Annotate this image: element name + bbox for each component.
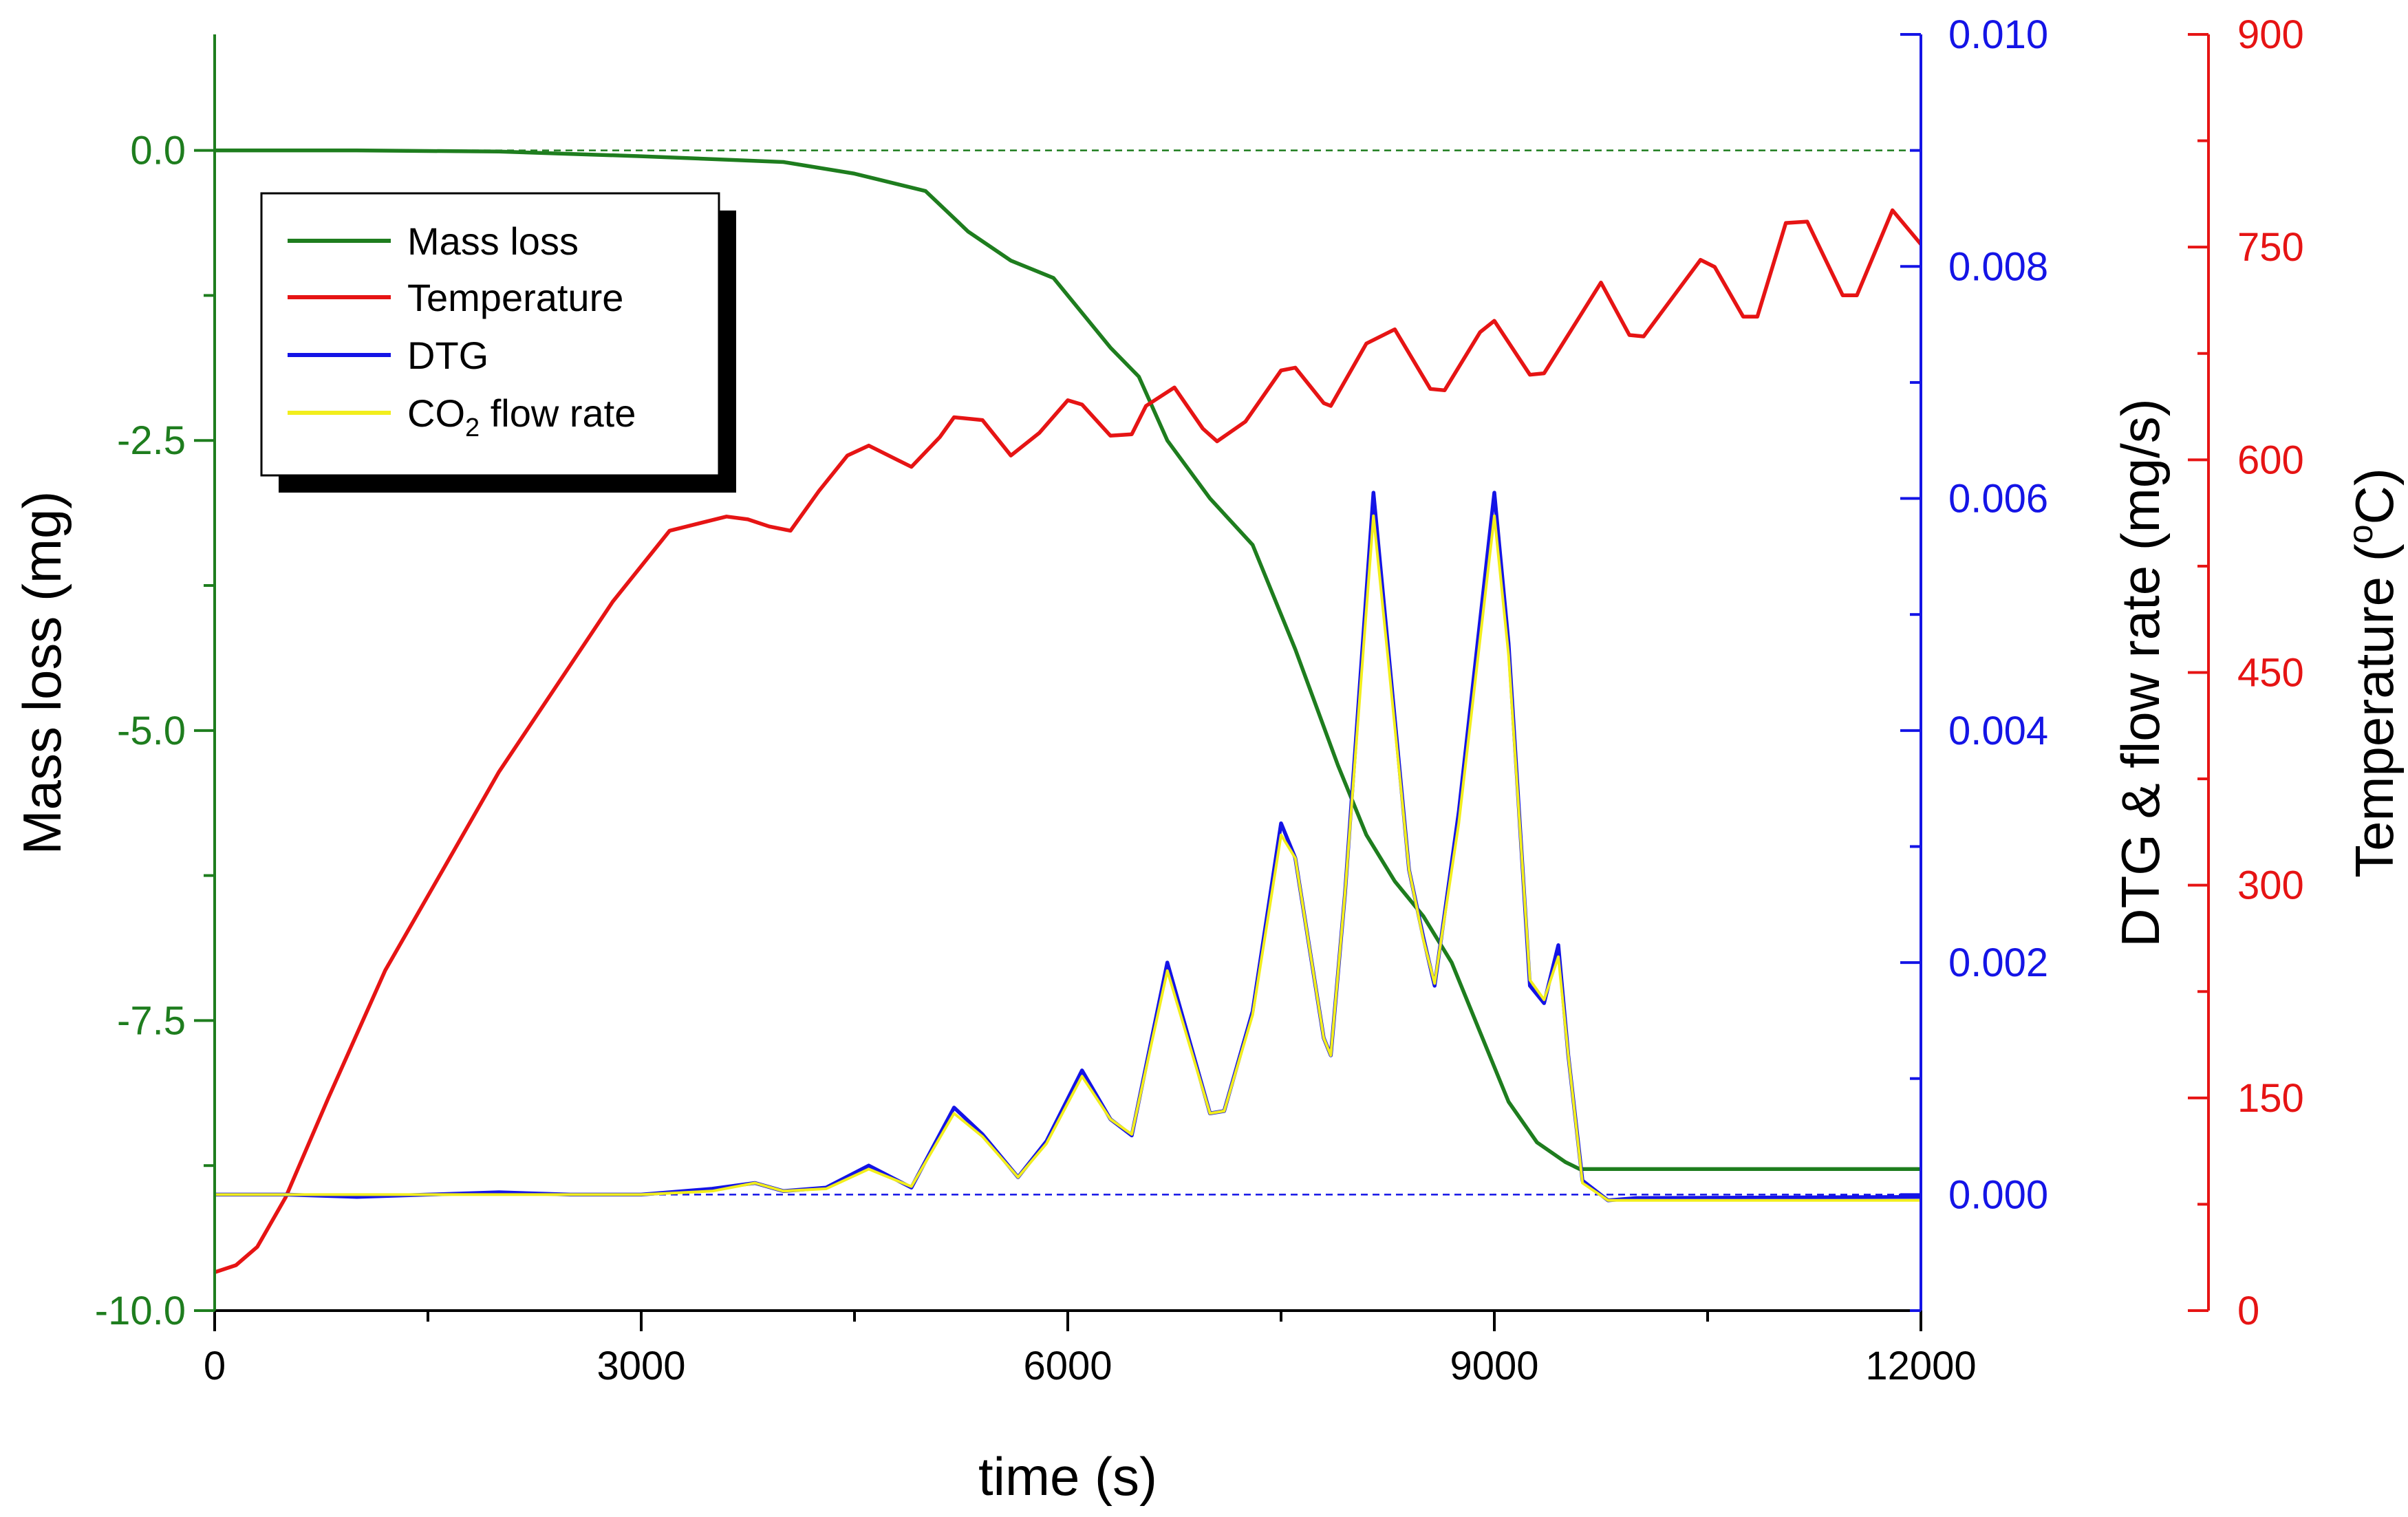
temp-tick-label: 600 xyxy=(2237,438,2304,482)
x-tick-label: 3000 xyxy=(596,1344,685,1388)
mass-tick-label: -2.5 xyxy=(117,418,186,463)
temperature-line xyxy=(215,208,1921,1274)
dtg-tick-label: 0.010 xyxy=(1948,12,2048,57)
co2-flow-line xyxy=(215,514,1921,1202)
temp-axis-title: Temperature (oC) xyxy=(2341,468,2405,878)
x-tick-label: 6000 xyxy=(1023,1344,1112,1388)
dtg-tick-label: 0.004 xyxy=(1948,709,2048,753)
x-axis-title: time (s) xyxy=(978,1446,1157,1507)
dtg-tick-label: 0.008 xyxy=(1948,244,2048,289)
legend-label-dtg: DTG xyxy=(407,334,488,377)
temp-tick-label: 300 xyxy=(2237,863,2304,908)
temp-tick-label: 750 xyxy=(2237,225,2304,270)
legend-label-co2: CO2 flow rate xyxy=(407,391,636,442)
x-tick-label: 9000 xyxy=(1450,1344,1538,1388)
mass-tick-label: -5.0 xyxy=(117,709,186,753)
legend-label-co2-main: CO xyxy=(407,391,465,435)
dtg-tick-label: 0.000 xyxy=(1948,1172,2048,1217)
mass-tick-label: 0.0 xyxy=(130,129,186,173)
mass-tick-label: -7.5 xyxy=(117,998,186,1043)
mass-axis-title: Mass loss (mg) xyxy=(12,491,72,855)
x-tick-label: 12000 xyxy=(1865,1344,1976,1388)
dtg-tick-label: 0.006 xyxy=(1948,477,2048,521)
dtg-line xyxy=(215,491,1921,1203)
temp-axis-title-sup: o xyxy=(2341,524,2380,544)
mass-loss-line xyxy=(215,148,1921,1172)
temp-tick-label: 0 xyxy=(2237,1289,2259,1333)
temp-axis-title-tail: C) xyxy=(2344,468,2405,524)
legend-label-co2-tail: flow rate xyxy=(480,391,636,435)
x-tick-label: 0 xyxy=(204,1344,226,1388)
dtg-axis-title: DTG & flow rate (mg/s) xyxy=(2110,398,2171,947)
temp-tick-label: 150 xyxy=(2237,1076,2304,1121)
temp-axis-title-main: Temperature ( xyxy=(2344,544,2405,878)
dtg-tick-label: 0.002 xyxy=(1948,940,2048,985)
legend-label-mass: Mass loss xyxy=(407,219,579,263)
legend: Mass loss Temperature DTG CO2 flow rate xyxy=(260,192,736,493)
series-layer xyxy=(215,148,1921,1274)
axes-layer: 0 3000 6000 9000 120000.0-2.5-5.0-7.5-10.00.… xyxy=(95,12,2304,1388)
legend-label-co2-sub: 2 xyxy=(465,413,480,442)
legend-label-temperature: Temperature xyxy=(407,276,623,319)
temp-tick-label: 450 xyxy=(2237,651,2304,696)
mass-tick-label: -10.0 xyxy=(95,1289,186,1333)
temp-tick-label: 900 xyxy=(2237,12,2304,57)
